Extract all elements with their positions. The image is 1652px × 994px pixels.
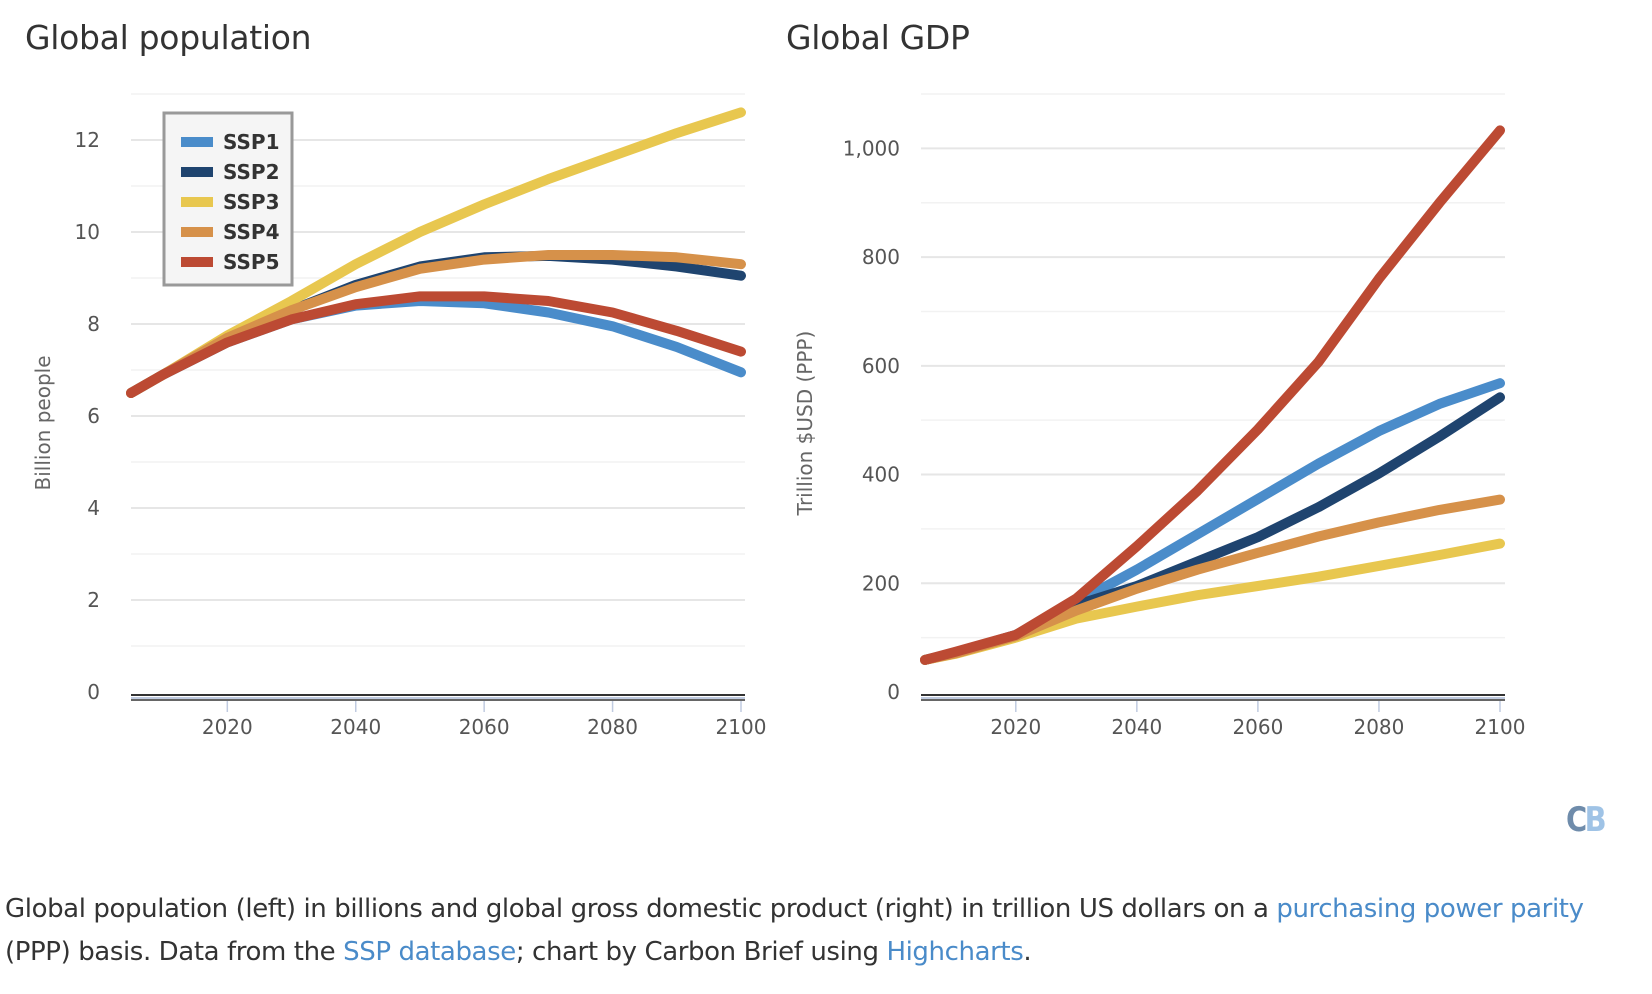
legend-swatch <box>181 167 213 177</box>
legend-label: SSP4 <box>223 220 279 244</box>
x-tick-label: 2060 <box>1232 715 1283 739</box>
x-tick-label: 2080 <box>1353 715 1404 739</box>
x-tick-label: 2020 <box>202 715 253 739</box>
legend-swatch <box>181 227 213 237</box>
caption-text: Global population (left) in billions and… <box>5 894 1277 924</box>
ppp-link[interactable]: purchasing power parity <box>1276 894 1584 924</box>
legend-label: SSP3 <box>223 190 279 214</box>
x-tick-label: 2060 <box>459 715 510 739</box>
legend-label: SSP1 <box>223 130 279 154</box>
y-tick-label: 6 <box>87 404 100 428</box>
legend-swatch <box>181 257 213 267</box>
population-series-ssp5[interactable] <box>126 291 746 398</box>
y-tick-label: 10 <box>75 220 100 244</box>
legend-item-ssp3[interactable]: SSP3 <box>181 190 279 214</box>
caption-text: ; chart by Carbon Brief using <box>515 937 887 967</box>
y-tick-label: 0 <box>887 680 900 704</box>
ssp-database-link[interactable]: SSP database <box>343 937 516 967</box>
y-tick-label: 800 <box>862 245 900 269</box>
legend-item-ssp2[interactable]: SSP2 <box>181 160 279 184</box>
y-tick-label: 8 <box>87 312 100 336</box>
figure-caption: Global population (left) in billions and… <box>5 888 1605 974</box>
x-tick-label: 2100 <box>1475 715 1526 739</box>
x-tick-label: 2040 <box>330 715 381 739</box>
gdp-chart: 0 200 400 600 800 1,000 Trillion $USD (PPP) 202… <box>793 93 1526 739</box>
y-tick-label: 12 <box>75 128 100 152</box>
legend-swatch <box>181 197 213 207</box>
gdp-series-ssp5[interactable] <box>920 125 1505 665</box>
legend-item-ssp5[interactable]: SSP5 <box>181 250 279 274</box>
population-chart-title: Global population <box>25 18 312 57</box>
charts-canvas: 0 2 4 6 8 10 12 Billion people 2020 2040 2060 2080 2… <box>31 93 1526 739</box>
logo-c: C <box>1566 800 1587 840</box>
y-tick-label: 4 <box>87 496 100 520</box>
y-tick-label: 600 <box>862 354 900 378</box>
x-tick-label: 2100 <box>716 715 767 739</box>
logo-b: B <box>1584 800 1607 840</box>
caption-text: (PPP) basis. Data from the <box>5 937 344 967</box>
population-chart: 0 2 4 6 8 10 12 Billion people 2020 2040 2060 2080 2… <box>31 93 767 739</box>
y-tick-label: 0 <box>87 680 100 704</box>
x-tick-label: 2080 <box>587 715 638 739</box>
gdp-series-ssp1[interactable] <box>920 378 1505 665</box>
y-axis-title: Billion people <box>31 355 55 490</box>
y-tick-label: 400 <box>862 463 900 487</box>
legend-swatch <box>181 137 213 147</box>
legend-item-ssp4[interactable]: SSP4 <box>181 220 279 244</box>
x-tick-label: 2040 <box>1111 715 1162 739</box>
caption-text: . <box>1023 937 1032 967</box>
legend-label: SSP2 <box>223 160 279 184</box>
gdp-chart-title: Global GDP <box>786 18 970 57</box>
highcharts-link[interactable]: Highcharts <box>886 937 1024 967</box>
carbon-brief-logo: CB <box>1566 800 1607 840</box>
y-tick-label: 1,000 <box>843 136 900 160</box>
legend: SSP1 SSP2 SSP3 SSP4 SSP5 <box>162 111 294 287</box>
y-tick-label: 2 <box>87 588 100 612</box>
y-axis-title: Trillion $USD (PPP) <box>793 331 817 517</box>
x-tick-label: 2020 <box>990 715 1041 739</box>
legend-label: SSP5 <box>223 250 279 274</box>
legend-item-ssp1[interactable]: SSP1 <box>181 130 279 154</box>
y-tick-label: 200 <box>862 571 900 595</box>
